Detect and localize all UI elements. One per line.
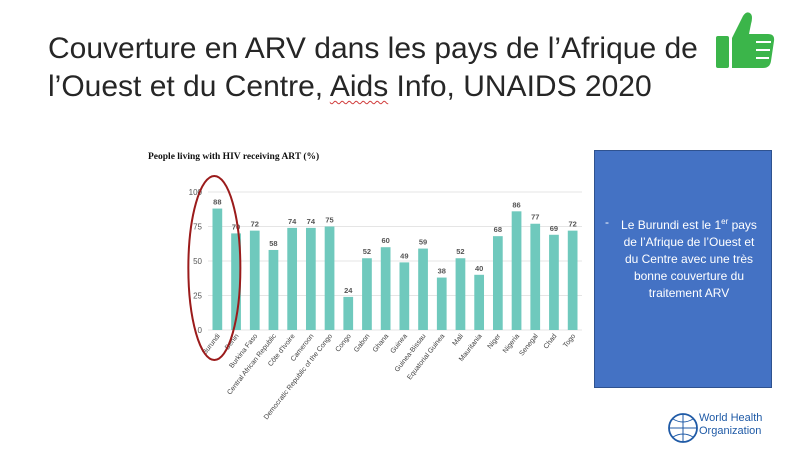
bar [249,230,260,330]
note-text-end: pays de l’Afrique de l’Ouest et du Centr… [623,218,757,300]
bar-value-label: 52 [363,247,371,256]
who-line-2: Organization [699,425,762,437]
bar-value-label: 72 [251,220,259,229]
bar-value-label: 74 [307,217,316,226]
x-tick-label: Mali [452,333,466,348]
bar [436,277,447,330]
bar [511,211,522,330]
x-tick-label: Senegal [518,333,540,358]
bar-value-label: 40 [475,264,483,273]
bar [455,258,466,330]
bar-value-label: 68 [494,225,502,234]
x-tick-label: Gabon [353,333,372,354]
note-superscript: er [721,217,729,226]
note-box: - Le Burundi est le 1er pays de l’Afriqu… [594,150,772,388]
bar [530,223,541,330]
slide-title: Couverture en ARV dans les pays de l’Afr… [48,30,698,106]
who-emblem-icon [668,413,698,443]
x-tick-label: Congo [335,333,353,354]
bar-value-label: 74 [288,217,297,226]
title-underlined-word: Aids [329,70,389,103]
bar [324,226,335,330]
note-bullet: - [605,215,609,229]
bar-value-label: 49 [400,251,408,260]
chart-title: People living with HIV receiving ART (%) [148,152,320,162]
bar-value-label: 24 [344,286,353,295]
x-tick-label: Ghana [372,333,391,354]
thumbs-up-icon [716,12,775,68]
title-part-2: Info, UNAIDS 2020 [388,70,652,103]
x-tick-label: Togo [562,333,577,349]
bar [567,230,578,330]
bar [212,208,223,330]
bar-value-label: 69 [550,224,558,233]
bar-value-label: 86 [512,200,520,209]
bar [492,236,503,330]
y-tick-label: 25 [193,292,202,301]
note-text-start: Le Burundi est le 1 [621,218,722,232]
bar-value-label: 88 [213,198,221,207]
title-part-1: Couverture en ARV dans les pays de l’Afr… [48,32,698,103]
bar-value-label: 75 [325,216,333,225]
who-logo [668,413,698,443]
y-tick-label: 50 [193,257,202,266]
bar [343,296,354,330]
bar [231,233,241,330]
bar [305,227,316,330]
note-text: Le Burundi est le 1er pays de l’Afrique … [619,213,759,302]
x-tick-label: Guinea [390,333,409,355]
bar [549,234,559,330]
bar-value-label: 72 [568,220,576,229]
bar-value-label: 60 [381,236,389,245]
bar [287,227,298,330]
bar-value-label: 59 [419,238,427,247]
bar [268,249,279,330]
bar-value-label: 58 [269,239,277,248]
bar [474,274,485,330]
bar-value-label: 38 [438,267,446,276]
who-text: World Health Organization [699,412,762,438]
highlight-ellipse [187,175,242,361]
x-tick-label: Chad [543,333,559,351]
bar-value-label: 70 [232,222,240,231]
bar [418,248,428,330]
bar [380,247,391,330]
bar [362,258,372,330]
x-tick-label: Equatorial Guinea [406,333,446,382]
x-tick-label: Niger [487,332,503,350]
bar [399,262,410,330]
bar-value-label: 52 [456,247,464,256]
x-tick-label: Nigeria [502,333,521,355]
y-tick-label: 0 [198,326,203,335]
who-line-1: World Health [699,412,763,424]
bar-value-label: 77 [531,213,539,222]
y-tick-label: 100 [189,188,203,197]
y-tick-label: 75 [193,223,202,232]
